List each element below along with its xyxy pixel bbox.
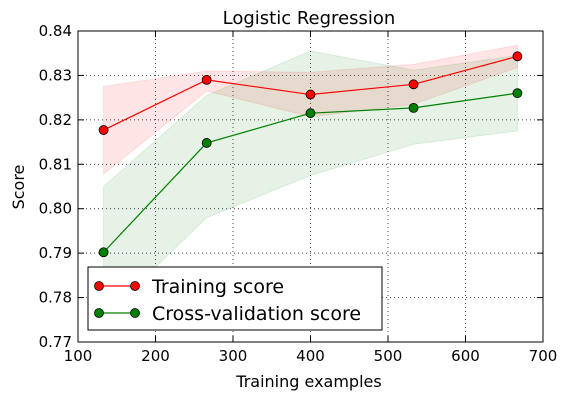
y-axis-label: Score [9,165,28,210]
data-point-1-0 [98,247,109,258]
data-point-1-2 [305,108,316,119]
data-point-0-2 [305,89,316,100]
data-point-1-4 [512,88,523,99]
legend-marker-training-right [130,281,140,291]
confidence-band-1 [103,50,518,319]
y-tick-label-5: 0.82 [39,111,72,129]
x-tick-label-2: 300 [219,347,248,365]
y-tick-label-4: 0.81 [39,155,72,173]
legend-label-cross-validation: Cross-validation score [152,303,361,325]
data-point-1-3 [408,102,419,113]
y-tick-label-2: 0.79 [39,244,72,262]
x-tick-label-5: 600 [451,347,480,365]
legend: Training score Cross-validation score [87,266,383,331]
legend-label-training: Training score [151,276,284,298]
data-point-0-4 [512,51,523,62]
y-tick-label-6: 0.83 [39,66,72,84]
data-point-0-1 [201,74,212,85]
legend-box [87,266,383,331]
x-tick-label-0: 100 [64,347,93,365]
chart-title: Logistic Regression [223,8,396,29]
data-point-1-1 [201,138,212,148]
x-tick-label-3: 400 [296,347,325,365]
axis-ticks [77,30,544,343]
series-points [98,51,523,258]
data-point-0-0 [98,125,109,135]
x-axis-label: Training examples [235,372,381,391]
legend-marker-cv-right [130,308,140,318]
y-tick-label-3: 0.80 [39,200,72,218]
x-tick-label-6: 700 [529,347,558,365]
data-point-0-3 [408,79,419,90]
legend-marker-training-left [94,281,104,291]
y-tick-label-1: 0.78 [39,289,72,307]
x-tick-label-1: 200 [141,347,170,365]
y-tick-label-7: 0.84 [39,22,72,40]
y-tick-label-0: 0.77 [39,333,72,351]
tick-labels: 100 200 300 400 500 600 700 0.77 0.78 0.79 0.80 0.8… [39,22,558,365]
legend-marker-cv-left [94,308,104,318]
x-tick-label-4: 500 [374,347,403,365]
